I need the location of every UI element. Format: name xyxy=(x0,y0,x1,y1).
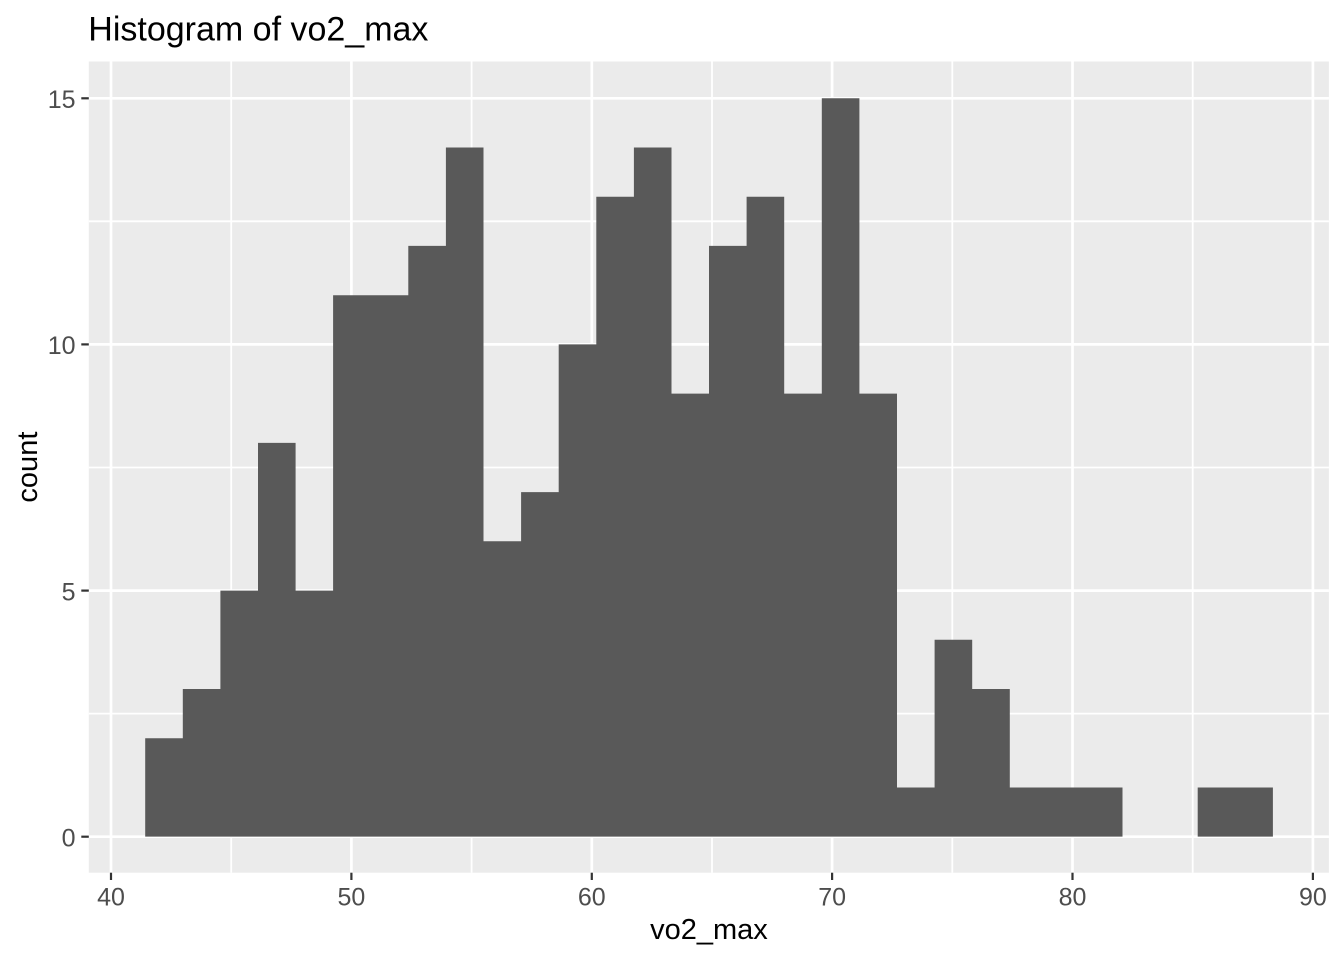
svg-text:vo2_max: vo2_max xyxy=(650,914,768,946)
svg-text:15: 15 xyxy=(48,86,76,114)
svg-text:Histogram of vo2_max: Histogram of vo2_max xyxy=(88,11,428,49)
svg-text:5: 5 xyxy=(62,578,76,606)
svg-text:40: 40 xyxy=(97,884,125,912)
svg-text:90: 90 xyxy=(1299,884,1327,912)
svg-text:10: 10 xyxy=(48,332,76,360)
svg-text:70: 70 xyxy=(818,884,846,912)
svg-text:50: 50 xyxy=(337,884,365,912)
svg-text:80: 80 xyxy=(1059,884,1087,912)
svg-text:0: 0 xyxy=(62,825,76,853)
svg-text:count: count xyxy=(12,432,44,503)
svg-text:60: 60 xyxy=(578,884,606,912)
